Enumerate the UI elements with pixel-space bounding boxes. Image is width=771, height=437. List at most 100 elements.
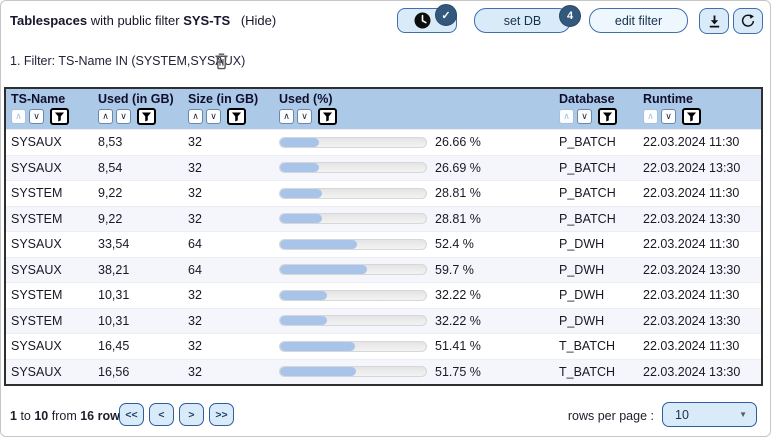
column-filter-button[interactable] [227, 108, 246, 125]
cell-used-gb: 8,54 [98, 160, 123, 175]
table-row[interactable]: SYSTEM 10,31 32 32.22 % P_DWH 22.03.2024… [6, 307, 761, 333]
column-header-used-pct: Used (%) ∧ ∨ [279, 92, 559, 125]
cell-database: T_BATCH [559, 339, 616, 354]
usage-pct-label: 51.75 % [435, 364, 481, 379]
usage-bar-track [279, 340, 427, 352]
funnel-icon [54, 111, 65, 122]
cell-ts-name: SYSAUX [11, 364, 62, 379]
cell-runtime: 22.03.2024 13:30 [643, 262, 741, 277]
download-button[interactable] [699, 8, 729, 34]
table-row[interactable]: SYSAUX 16,56 32 51.75 % T_BATCH 22.03.20… [6, 358, 761, 384]
column-filter-button[interactable] [682, 108, 701, 125]
sort-desc-button[interactable]: ∨ [29, 109, 44, 124]
rows-per-page-label: rows per page : [567, 409, 654, 423]
sort-asc-button[interactable]: ∧ [643, 109, 658, 124]
table-row[interactable]: SYSAUX 16,45 32 51.41 % T_BATCH 22.03.20… [6, 333, 761, 359]
usage-bar-fill [280, 137, 319, 147]
cell-size-gb: 32 [188, 364, 202, 379]
hide-link[interactable]: (Hide) [240, 13, 277, 28]
column-filter-button[interactable] [318, 108, 337, 125]
usage-bar-fill [280, 188, 323, 198]
usage-bar-track [279, 162, 427, 174]
refresh-button[interactable] [733, 8, 763, 34]
cell-database: P_DWH [559, 288, 605, 303]
column-header-runtime: Runtime ∧ ∨ [643, 92, 761, 125]
usage-bar-track [279, 187, 427, 199]
cell-size-gb: 64 [188, 262, 202, 277]
cell-database: P_BATCH [559, 211, 616, 226]
cell-runtime: 22.03.2024 11:30 [643, 288, 740, 303]
active-filter-text: 1. Filter: TS-Name IN (SYSTEM,SYSAUX) [10, 54, 246, 68]
cell-ts-name: SYSTEM [11, 186, 63, 201]
column-filter-button[interactable] [50, 108, 69, 125]
column-label: Size (in GB) [188, 92, 259, 106]
set-db-button[interactable]: set DB [474, 8, 571, 33]
usage-bar-fill [280, 341, 356, 351]
usage-pct-label: 32.22 % [435, 288, 481, 303]
page-title-main: Tablespaces [10, 13, 88, 28]
edit-filter-label: edit filter [614, 13, 663, 28]
sort-desc-button[interactable]: ∨ [661, 109, 676, 124]
sort-desc-button[interactable]: ∨ [577, 109, 592, 124]
sort-asc-button[interactable]: ∧ [98, 109, 113, 124]
usage-bar-track [279, 213, 427, 225]
cell-used-pct: 32.22 % [279, 288, 559, 302]
funnel-icon [231, 111, 242, 122]
last-page-button[interactable]: >> [209, 403, 234, 426]
cell-used-gb: 16,56 [98, 364, 130, 379]
table-row[interactable]: SYSAUX 8,53 32 26.66 % P_BATCH 22.03.202… [6, 129, 761, 155]
table-row[interactable]: SYSAUX 8,54 32 26.69 % P_BATCH 22.03.202… [6, 154, 761, 180]
delete-filter-trash-icon[interactable] [213, 52, 230, 70]
usage-pct-label: 51.41 % [435, 339, 481, 354]
cell-used-gb: 10,31 [98, 288, 130, 303]
rows-per-page-select[interactable]: 10 ▼ [662, 402, 757, 427]
column-header-ts-name: TS-Name ∧ ∨ [11, 92, 98, 125]
funnel-icon [141, 111, 152, 122]
sort-desc-button[interactable]: ∨ [297, 109, 312, 124]
table-row[interactable]: SYSTEM 9,22 32 28.81 % P_BATCH 22.03.202… [6, 180, 761, 206]
cell-ts-name: SYSTEM [11, 211, 63, 226]
edit-filter-button[interactable]: edit filter [589, 8, 688, 33]
cell-used-pct: 51.41 % [279, 339, 559, 353]
table-row[interactable]: SYSAUX 38,21 64 59.7 % P_DWH 22.03.2024 … [6, 256, 761, 282]
cell-size-gb: 32 [188, 160, 202, 175]
sort-asc-button[interactable]: ∧ [11, 109, 26, 124]
cell-used-pct: 26.69 % [279, 161, 559, 175]
range-to-word: to [20, 409, 31, 423]
sort-asc-button[interactable]: ∧ [279, 109, 294, 124]
prev-page-button[interactable]: < [149, 403, 174, 426]
usage-bar-fill [280, 239, 357, 249]
column-header-used-gb: Used (in GB) ∧ ∨ [98, 92, 188, 125]
cell-database: T_BATCH [559, 364, 616, 379]
sort-asc-button[interactable]: ∧ [188, 109, 203, 124]
column-filter-button[interactable] [598, 108, 617, 125]
cell-used-gb: 38,21 [98, 262, 130, 277]
usage-bar-fill [280, 214, 323, 224]
column-label: Runtime [643, 92, 693, 106]
cell-used-gb: 16,45 [98, 339, 130, 354]
column-filter-button[interactable] [137, 108, 156, 125]
table-row[interactable]: SYSTEM 9,22 32 28.81 % P_BATCH 22.03.202… [6, 205, 761, 231]
cell-size-gb: 32 [188, 313, 202, 328]
cell-runtime: 22.03.2024 11:30 [643, 186, 740, 201]
table-row[interactable]: SYSAUX 33,54 64 52.4 % P_DWH 22.03.2024 … [6, 231, 761, 257]
sort-desc-button[interactable]: ∨ [116, 109, 131, 124]
rows-per-page-value: 10 [675, 407, 689, 422]
next-page-button[interactable]: > [179, 403, 204, 426]
table-header-row: TS-Name ∧ ∨ Used (in GB) ∧ ∨ [6, 89, 761, 129]
cell-ts-name: SYSAUX [11, 339, 62, 354]
range-total: 16 rows [80, 409, 127, 423]
first-page-button[interactable]: << [119, 403, 144, 426]
table-row[interactable]: SYSTEM 10,31 32 32.22 % P_DWH 22.03.2024… [6, 282, 761, 308]
cell-runtime: 22.03.2024 13:30 [643, 364, 741, 379]
usage-pct-label: 26.69 % [435, 160, 481, 175]
sort-desc-button[interactable]: ∨ [206, 109, 221, 124]
cell-used-gb: 9,22 [98, 211, 123, 226]
cell-size-gb: 32 [188, 288, 202, 303]
tablespaces-table: TS-Name ∧ ∨ Used (in GB) ∧ ∨ [4, 87, 763, 386]
usage-pct-label: 59.7 % [435, 262, 474, 277]
funnel-icon [322, 111, 333, 122]
sort-asc-button[interactable]: ∧ [559, 109, 574, 124]
usage-pct-label: 28.81 % [435, 186, 481, 201]
